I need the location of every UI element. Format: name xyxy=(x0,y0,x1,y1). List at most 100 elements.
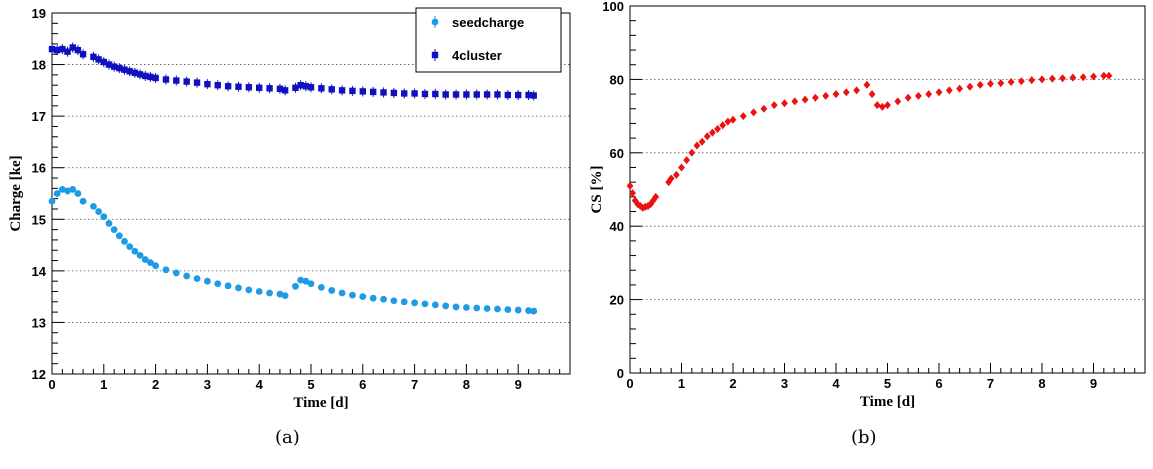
data-point xyxy=(53,46,61,54)
data-point xyxy=(1018,77,1025,86)
data-point xyxy=(525,91,532,99)
legend-label-seedcharge: seedcharge xyxy=(452,15,524,30)
x-tick-label: 4 xyxy=(832,376,840,391)
data-point xyxy=(292,282,299,290)
data-point xyxy=(276,85,284,93)
data-point xyxy=(781,99,788,108)
data-point xyxy=(235,83,242,90)
x-tick-label: 0 xyxy=(626,376,633,391)
data-point xyxy=(709,128,716,137)
data-point xyxy=(100,58,107,66)
data-point xyxy=(904,93,912,102)
data-point xyxy=(822,91,830,100)
x-tick-label: 3 xyxy=(204,377,211,392)
y-axis-title-b: CS [%] xyxy=(589,166,605,214)
data-point xyxy=(915,91,922,100)
data-point xyxy=(338,289,346,297)
y-tick-label: 80 xyxy=(610,72,624,87)
data-point xyxy=(266,289,273,297)
data-point xyxy=(1048,74,1056,83)
data-point xyxy=(224,282,232,290)
data-point xyxy=(812,93,819,102)
data-point xyxy=(245,286,253,294)
data-point xyxy=(473,304,481,312)
x-tick-label: 2 xyxy=(152,377,159,392)
data-point xyxy=(328,287,336,294)
data-point xyxy=(369,294,377,302)
data-point xyxy=(369,88,377,96)
data-point xyxy=(105,61,113,68)
data-point xyxy=(110,226,118,234)
data-point xyxy=(100,213,108,221)
data-point xyxy=(349,291,356,299)
data-point xyxy=(431,301,439,309)
y-tick-label: 19 xyxy=(32,6,46,21)
data-point xyxy=(147,259,154,267)
data-point xyxy=(729,115,737,124)
data-point xyxy=(297,82,304,89)
data-point xyxy=(183,272,191,280)
x-tick-label: 7 xyxy=(411,377,418,392)
data-point xyxy=(665,178,673,187)
data-point xyxy=(79,51,87,58)
data-point xyxy=(204,80,211,88)
data-point xyxy=(452,91,460,98)
data-point xyxy=(714,124,721,133)
data-point xyxy=(515,91,522,99)
x-tick-label: 2 xyxy=(729,376,736,391)
data-point xyxy=(110,63,118,70)
data-point xyxy=(421,300,429,308)
legend-marker xyxy=(431,51,439,59)
data-point xyxy=(245,84,253,91)
data-point xyxy=(152,262,160,270)
data-point xyxy=(307,84,315,91)
data-point xyxy=(266,85,273,92)
data-point xyxy=(873,101,881,110)
data-point xyxy=(935,88,943,97)
data-point xyxy=(688,148,696,157)
data-point xyxy=(235,284,242,292)
data-point xyxy=(58,185,66,193)
data-point xyxy=(724,117,732,126)
data-point xyxy=(997,79,1005,88)
y-tick-label: 12 xyxy=(32,367,46,382)
y-tick-label: 20 xyxy=(610,293,624,308)
legend-box xyxy=(415,7,562,73)
x-tick-label: 6 xyxy=(935,376,942,391)
y-tick-label: 13 xyxy=(32,315,46,330)
data-point xyxy=(770,101,778,110)
y-tick-label: 16 xyxy=(32,161,46,176)
data-point xyxy=(652,192,660,201)
data-point xyxy=(126,68,133,75)
data-point xyxy=(976,80,984,89)
data-point xyxy=(69,44,76,51)
y-tick-label: 100 xyxy=(602,0,624,14)
data-point xyxy=(647,200,654,209)
data-point xyxy=(698,137,706,146)
legend-marker xyxy=(431,18,439,26)
data-point xyxy=(74,190,82,197)
data-point xyxy=(672,170,680,179)
data-point xyxy=(214,280,222,288)
data-point xyxy=(1038,75,1046,84)
data-point xyxy=(131,69,139,77)
data-point xyxy=(878,102,886,111)
data-point xyxy=(64,187,71,195)
data-point xyxy=(884,101,891,110)
data-point xyxy=(966,82,974,91)
data-point xyxy=(141,256,149,263)
data-point xyxy=(853,86,860,95)
x-tick-label: 5 xyxy=(307,377,314,392)
data-point xyxy=(115,232,123,240)
y-axis-title-a: Charge [ke] xyxy=(8,155,24,231)
data-point xyxy=(53,190,61,197)
data-point xyxy=(136,71,144,78)
data-point xyxy=(463,91,470,98)
data-point xyxy=(739,112,747,121)
data-point xyxy=(868,90,876,99)
data-point xyxy=(276,290,284,298)
data-point xyxy=(452,303,460,311)
data-point xyxy=(121,238,128,245)
data-point xyxy=(173,77,180,84)
